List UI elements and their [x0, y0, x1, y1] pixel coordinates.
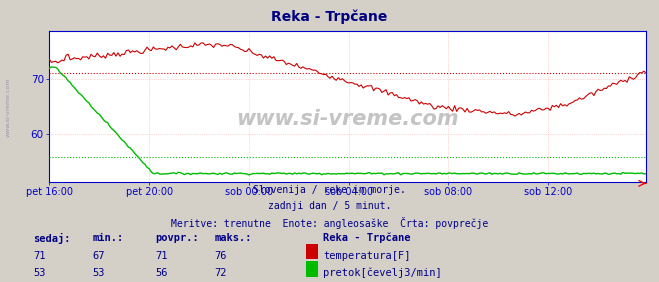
Text: zadnji dan / 5 minut.: zadnji dan / 5 minut.	[268, 201, 391, 211]
Text: temperatura[F]: temperatura[F]	[323, 251, 411, 261]
Text: 53: 53	[33, 268, 45, 278]
Text: www.si-vreme.com: www.si-vreme.com	[5, 78, 11, 137]
Text: Reka - Trpčane: Reka - Trpčane	[323, 233, 411, 243]
Text: 76: 76	[214, 251, 227, 261]
Text: 53: 53	[92, 268, 105, 278]
Text: www.si-vreme.com: www.si-vreme.com	[237, 109, 459, 129]
Text: maks.:: maks.:	[214, 233, 252, 243]
Text: 72: 72	[214, 268, 227, 278]
Text: 71: 71	[33, 251, 45, 261]
Text: min.:: min.:	[92, 233, 123, 243]
Text: 56: 56	[155, 268, 167, 278]
Text: 67: 67	[92, 251, 105, 261]
Text: pretok[čevelj3/min]: pretok[čevelj3/min]	[323, 268, 442, 278]
Text: 71: 71	[155, 251, 167, 261]
Text: sedaj:: sedaj:	[33, 233, 71, 244]
Text: Slovenija / reke in morje.: Slovenija / reke in morje.	[253, 185, 406, 195]
Text: povpr.:: povpr.:	[155, 233, 198, 243]
Text: Meritve: trenutne  Enote: angleosaške  Črta: povprečje: Meritve: trenutne Enote: angleosaške Črt…	[171, 217, 488, 230]
Text: Reka - Trpčane: Reka - Trpčane	[272, 10, 387, 24]
